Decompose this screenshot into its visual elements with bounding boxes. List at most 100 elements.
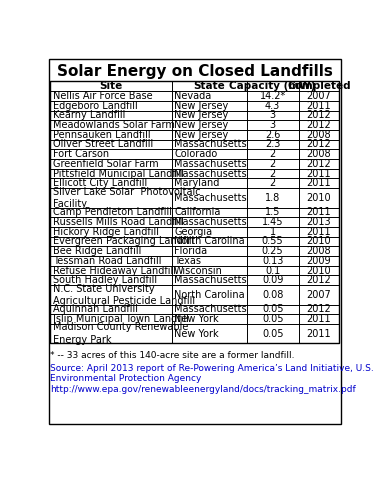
Text: Nevada: Nevada bbox=[174, 91, 211, 101]
Text: Russells Mills Road Landfill: Russells Mills Road Landfill bbox=[53, 217, 184, 227]
Bar bbox=[51, 81, 339, 343]
Text: 2: 2 bbox=[269, 149, 276, 159]
Text: 2: 2 bbox=[269, 159, 276, 169]
Text: Solar Energy on Closed Landfills: Solar Energy on Closed Landfills bbox=[57, 64, 332, 79]
Text: Refuse Hideaway Landfill: Refuse Hideaway Landfill bbox=[53, 265, 176, 275]
Text: Aquinnah Landfill: Aquinnah Landfill bbox=[53, 304, 138, 314]
Text: 2.3: 2.3 bbox=[265, 139, 280, 149]
Text: 2011: 2011 bbox=[307, 227, 331, 237]
Text: Maryland: Maryland bbox=[174, 178, 219, 188]
Text: 3: 3 bbox=[270, 110, 276, 120]
Text: New York: New York bbox=[174, 329, 218, 339]
Text: New Jersey: New Jersey bbox=[174, 120, 228, 130]
Text: State: State bbox=[193, 81, 225, 91]
Text: Edgeboro Landfill: Edgeboro Landfill bbox=[53, 101, 138, 111]
Text: 2008: 2008 bbox=[307, 246, 331, 256]
Text: Madison County Renewable
Energy Park: Madison County Renewable Energy Park bbox=[53, 322, 188, 345]
Text: Fort Carson: Fort Carson bbox=[53, 149, 109, 159]
Text: 2008: 2008 bbox=[307, 130, 331, 140]
Text: 2011: 2011 bbox=[307, 329, 331, 339]
Text: 2012: 2012 bbox=[307, 110, 331, 120]
Text: Georgia: Georgia bbox=[174, 227, 212, 237]
Text: California: California bbox=[174, 207, 220, 217]
Text: Massachusetts: Massachusetts bbox=[174, 304, 247, 314]
Text: 2013: 2013 bbox=[307, 217, 331, 227]
Text: Silver Lake Solar  Photovoltaic
Facility: Silver Lake Solar Photovoltaic Facility bbox=[53, 187, 200, 209]
Text: 2011: 2011 bbox=[307, 169, 331, 179]
Text: Ellicott City Landfill: Ellicott City Landfill bbox=[53, 178, 147, 188]
Text: 2011: 2011 bbox=[307, 207, 331, 217]
Text: New Jersey: New Jersey bbox=[174, 130, 228, 140]
Text: 2.6: 2.6 bbox=[265, 130, 280, 140]
Text: Massachusetts: Massachusetts bbox=[174, 217, 247, 227]
Text: Florida: Florida bbox=[174, 246, 207, 256]
Text: New York: New York bbox=[174, 314, 218, 324]
Text: 2012: 2012 bbox=[307, 275, 331, 285]
Text: Greenfield Solar Farm: Greenfield Solar Farm bbox=[53, 159, 158, 169]
Text: Oliver Street Landfill: Oliver Street Landfill bbox=[53, 139, 153, 149]
Text: http://www.epa.gov/renewableenergyland/docs/tracking_matrix.pdf: http://www.epa.gov/renewableenergyland/d… bbox=[51, 385, 356, 394]
Text: 0.08: 0.08 bbox=[262, 290, 283, 300]
Text: Camp Pendleton Landfill: Camp Pendleton Landfill bbox=[53, 207, 172, 217]
Text: 2: 2 bbox=[269, 178, 276, 188]
Text: 2012: 2012 bbox=[307, 159, 331, 169]
Text: 2011: 2011 bbox=[307, 314, 331, 324]
Text: Kearny Landfill: Kearny Landfill bbox=[53, 110, 125, 120]
Text: 2007: 2007 bbox=[307, 290, 331, 300]
Text: 1: 1 bbox=[270, 227, 276, 237]
Text: Wisconsin: Wisconsin bbox=[174, 265, 223, 275]
Text: Meadowlands Solar Farm: Meadowlands Solar Farm bbox=[53, 120, 175, 130]
Text: New Jersey: New Jersey bbox=[174, 110, 228, 120]
Text: Completed: Completed bbox=[287, 81, 351, 91]
Text: 1.45: 1.45 bbox=[262, 217, 283, 227]
Text: * -- 33 acres of this 140-acre site are a former landfill.: * -- 33 acres of this 140-acre site are … bbox=[51, 351, 295, 360]
Text: Pittsfield Municipal Landfill: Pittsfield Municipal Landfill bbox=[53, 169, 184, 179]
Text: 2012: 2012 bbox=[307, 139, 331, 149]
Text: 0.1: 0.1 bbox=[265, 265, 280, 275]
Text: Tessman Road Landfill: Tessman Road Landfill bbox=[53, 256, 161, 266]
Text: Massachusetts: Massachusetts bbox=[174, 193, 247, 203]
Text: 2010: 2010 bbox=[307, 265, 331, 275]
Text: Bee Ridge Landfill: Bee Ridge Landfill bbox=[53, 246, 141, 256]
Text: Massachusetts: Massachusetts bbox=[174, 275, 247, 285]
Text: 0.55: 0.55 bbox=[262, 237, 283, 247]
Text: 2011: 2011 bbox=[307, 101, 331, 111]
Text: 0.09: 0.09 bbox=[262, 275, 283, 285]
Text: Capacity (mW): Capacity (mW) bbox=[230, 81, 316, 91]
Text: 0.25: 0.25 bbox=[262, 246, 283, 256]
Text: 0.05: 0.05 bbox=[262, 329, 283, 339]
Text: 2010: 2010 bbox=[307, 237, 331, 247]
Text: 4.3: 4.3 bbox=[265, 101, 280, 111]
Text: Environmental Protection Agency: Environmental Protection Agency bbox=[51, 374, 202, 383]
Text: Site: Site bbox=[100, 81, 123, 91]
Text: 2007: 2007 bbox=[307, 91, 331, 101]
Text: 0.05: 0.05 bbox=[262, 314, 283, 324]
Text: 2012: 2012 bbox=[307, 304, 331, 314]
Text: Pennsauken Landfill: Pennsauken Landfill bbox=[53, 130, 150, 140]
Text: Nellis Air Force Base: Nellis Air Force Base bbox=[53, 91, 152, 101]
Text: 2: 2 bbox=[269, 169, 276, 179]
Text: North Carolina: North Carolina bbox=[174, 237, 245, 247]
Text: 2012: 2012 bbox=[307, 120, 331, 130]
Text: North Carolina: North Carolina bbox=[174, 290, 245, 300]
Text: 2009: 2009 bbox=[307, 256, 331, 266]
Text: Colorado: Colorado bbox=[174, 149, 217, 159]
Text: 2010: 2010 bbox=[307, 193, 331, 203]
Text: Massachusetts: Massachusetts bbox=[174, 159, 247, 169]
Text: Texas: Texas bbox=[174, 256, 201, 266]
Text: 1.8: 1.8 bbox=[265, 193, 280, 203]
Text: South Hadley Landfill: South Hadley Landfill bbox=[53, 275, 157, 285]
Text: Massachusetts: Massachusetts bbox=[174, 169, 247, 179]
Text: Evergreen Packaging Landfill: Evergreen Packaging Landfill bbox=[53, 237, 194, 247]
Text: Massachusetts: Massachusetts bbox=[174, 139, 247, 149]
Text: N.C. State University
Agricultural Pesticide Landfill: N.C. State University Agricultural Pesti… bbox=[53, 284, 195, 306]
Text: 3: 3 bbox=[270, 120, 276, 130]
Text: Islip Municipal Town Landfill: Islip Municipal Town Landfill bbox=[53, 314, 189, 324]
Text: New Jersey: New Jersey bbox=[174, 101, 228, 111]
Text: Hickory Ridge Landfill: Hickory Ridge Landfill bbox=[53, 227, 159, 237]
Text: 2011: 2011 bbox=[307, 178, 331, 188]
Text: 14.2*: 14.2* bbox=[260, 91, 286, 101]
Text: 0.13: 0.13 bbox=[262, 256, 283, 266]
Text: 2008: 2008 bbox=[307, 149, 331, 159]
Text: 1.5: 1.5 bbox=[265, 207, 280, 217]
